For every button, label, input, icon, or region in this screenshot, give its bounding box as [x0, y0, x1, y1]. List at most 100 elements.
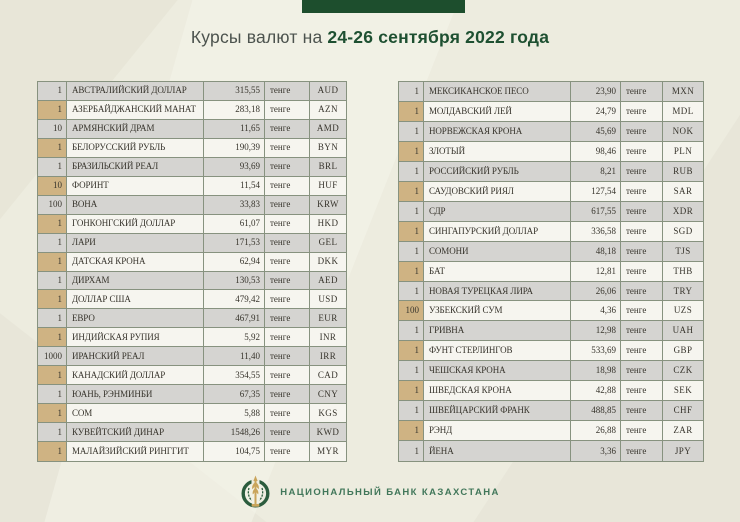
- cell-name: БРАЗИЛЬСКИЙ РЕАЛ: [67, 157, 204, 177]
- cell-unit: тенге: [265, 233, 310, 253]
- cell-unit: тенге: [265, 385, 310, 405]
- cell-unit: тенге: [265, 100, 310, 120]
- cell-unit: тенге: [621, 361, 663, 382]
- table-row: 1 МЕКСИКАНСКОЕ ПЕСО 23,90 тенге MXN: [399, 82, 703, 102]
- cell-rate: 488,85: [571, 401, 621, 422]
- cell-rate: 26,06: [571, 281, 621, 302]
- rates-table-right: 1 МЕКСИКАНСКОЕ ПЕСО 23,90 тенге MXN 1 МОЛДАВСК…: [398, 81, 704, 462]
- cell-code: TJS: [663, 241, 703, 262]
- cell-code: HUF: [310, 176, 346, 196]
- cell-code: UAH: [663, 321, 703, 342]
- cell-name: ЮАНЬ, РЭНМИНБИ: [67, 385, 204, 405]
- cell-name: ШВЕДСКАЯ КРОНА: [424, 381, 571, 402]
- cell-rate: 5,92: [204, 328, 265, 348]
- table-row: 100 УЗБЕКСКИЙ СУМ 4,36 тенге UZS: [399, 301, 703, 322]
- table-row: 1 МОЛДАВСКИЙ ЛЕЙ 24,79 тенге MDL: [399, 101, 703, 122]
- cell-name: ФОРИНТ: [67, 176, 204, 196]
- cell-code: ZAR: [663, 421, 703, 442]
- cell-name: ГОНКОНГСКИЙ ДОЛЛАР: [67, 214, 204, 234]
- cell-unit: тенге: [265, 214, 310, 234]
- cell-name: КАНАДСКИЙ ДОЛЛАР: [67, 366, 204, 386]
- rates-table-left: 1 АВСТРАЛИЙСКИЙ ДОЛЛАР 315,55 тенге AUD 1 АЗЕР…: [37, 81, 347, 462]
- cell-qty: 1: [38, 233, 67, 253]
- table-row: 1 МАЛАЙЗИЙСКИЙ РИНГГИТ 104,75 тенге MYR: [38, 442, 346, 462]
- table-row: 1 ЮАНЬ, РЭНМИНБИ 67,35 тенге CNY: [38, 385, 346, 405]
- cell-rate: 8,21: [571, 161, 621, 182]
- cell-qty: 1000: [38, 347, 67, 367]
- cell-qty: 1: [38, 423, 67, 443]
- footer: НАЦИОНАЛЬНЫЙ БАНК КАЗАХСТАНА: [0, 473, 740, 511]
- cell-unit: тенге: [265, 82, 310, 101]
- cell-qty: 1: [38, 366, 67, 386]
- table-row: 10 ФОРИНТ 11,54 тенге HUF: [38, 176, 346, 196]
- top-green-tab: [302, 0, 465, 13]
- table-row: 1 ЕВРО 467,91 тенге EUR: [38, 309, 346, 329]
- cell-unit: тенге: [621, 441, 663, 462]
- cell-rate: 67,35: [204, 385, 265, 405]
- cell-rate: 45,69: [571, 121, 621, 142]
- cell-code: CNY: [310, 385, 346, 405]
- cell-unit: тенге: [621, 281, 663, 302]
- cell-rate: 26,88: [571, 421, 621, 442]
- cell-qty: 1: [399, 101, 424, 122]
- cell-name: СИНГАПУРСКИЙ ДОЛЛАР: [424, 221, 571, 242]
- cell-unit: тенге: [265, 290, 310, 310]
- cell-code: RUB: [663, 161, 703, 182]
- table-row: 1 ИНДИЙСКАЯ РУПИЯ 5,92 тенге INR: [38, 328, 346, 348]
- cell-rate: 354,55: [204, 366, 265, 386]
- cell-qty: 1: [38, 290, 67, 310]
- cell-rate: 283,18: [204, 100, 265, 120]
- cell-name: МЕКСИКАНСКОЕ ПЕСО: [424, 82, 571, 102]
- cell-qty: 1: [399, 121, 424, 142]
- cell-unit: тенге: [265, 404, 310, 424]
- cell-qty: 1: [399, 361, 424, 382]
- cell-qty: 1: [399, 401, 424, 422]
- cell-name: КУВЕЙТСКИЙ ДИНАР: [67, 423, 204, 443]
- cell-code: KWD: [310, 423, 346, 443]
- table-row: 1 СОМОНИ 48,18 тенге TJS: [399, 241, 703, 262]
- cell-code: MDL: [663, 101, 703, 122]
- cell-name: БЕЛОРУССКИЙ РУБЛЬ: [67, 138, 204, 158]
- cell-qty: 1: [38, 309, 67, 329]
- cell-qty: 1: [399, 261, 424, 282]
- cell-unit: тенге: [621, 321, 663, 342]
- cell-name: ФУНТ СТЕРЛИНГОВ: [424, 341, 571, 362]
- cell-rate: 12,81: [571, 261, 621, 282]
- table-row: 10 АРМЯНСКИЙ ДРАМ 11,65 тенге AMD: [38, 119, 346, 139]
- cell-rate: 42,88: [571, 381, 621, 402]
- cell-qty: 1: [399, 82, 424, 102]
- cell-code: EUR: [310, 309, 346, 329]
- cell-rate: 1548,26: [204, 423, 265, 443]
- cell-unit: тенге: [621, 241, 663, 262]
- cell-unit: тенге: [621, 181, 663, 202]
- cell-name: СОМОНИ: [424, 241, 571, 262]
- table-row: 1 БРАЗИЛЬСКИЙ РЕАЛ 93,69 тенге BRL: [38, 157, 346, 177]
- cell-qty: 1: [38, 82, 67, 101]
- cell-name: ЛАРИ: [67, 233, 204, 253]
- cell-rate: 171,53: [204, 233, 265, 253]
- table-row: 1 РОССИЙСКИЙ РУБЛЬ 8,21 тенге RUB: [399, 161, 703, 182]
- cell-name: РЭНД: [424, 421, 571, 442]
- cell-code: TRY: [663, 281, 703, 302]
- cell-rate: 130,53: [204, 271, 265, 291]
- table-row: 1 НОВАЯ ТУРЕЦКАЯ ЛИРА 26,06 тенге TRY: [399, 281, 703, 302]
- table-row: 1 РЭНД 26,88 тенге ZAR: [399, 421, 703, 442]
- cell-name: УЗБЕКСКИЙ СУМ: [424, 301, 571, 322]
- cell-rate: 11,65: [204, 119, 265, 139]
- cell-rate: 11,40: [204, 347, 265, 367]
- table-row: 1 АЗЕРБАЙДЖАНСКИЙ МАНАТ 283,18 тенге AZN: [38, 100, 346, 120]
- cell-name: АВСТРАЛИЙСКИЙ ДОЛЛАР: [67, 82, 204, 101]
- table-row: 1000 ИРАНСКИЙ РЕАЛ 11,40 тенге IRR: [38, 347, 346, 367]
- table-row: 1 КАНАДСКИЙ ДОЛЛАР 354,55 тенге CAD: [38, 366, 346, 386]
- cell-unit: тенге: [621, 381, 663, 402]
- cell-name: РОССИЙСКИЙ РУБЛЬ: [424, 161, 571, 182]
- cell-code: XDR: [663, 201, 703, 222]
- cell-unit: тенге: [621, 141, 663, 162]
- cell-qty: 1: [38, 214, 67, 234]
- cell-qty: 1: [399, 221, 424, 242]
- cell-qty: 1: [38, 442, 67, 462]
- table-row: 1 ДИРХАМ 130,53 тенге AED: [38, 271, 346, 291]
- cell-rate: 33,83: [204, 195, 265, 215]
- cell-rate: 5,88: [204, 404, 265, 424]
- cell-unit: тенге: [265, 252, 310, 272]
